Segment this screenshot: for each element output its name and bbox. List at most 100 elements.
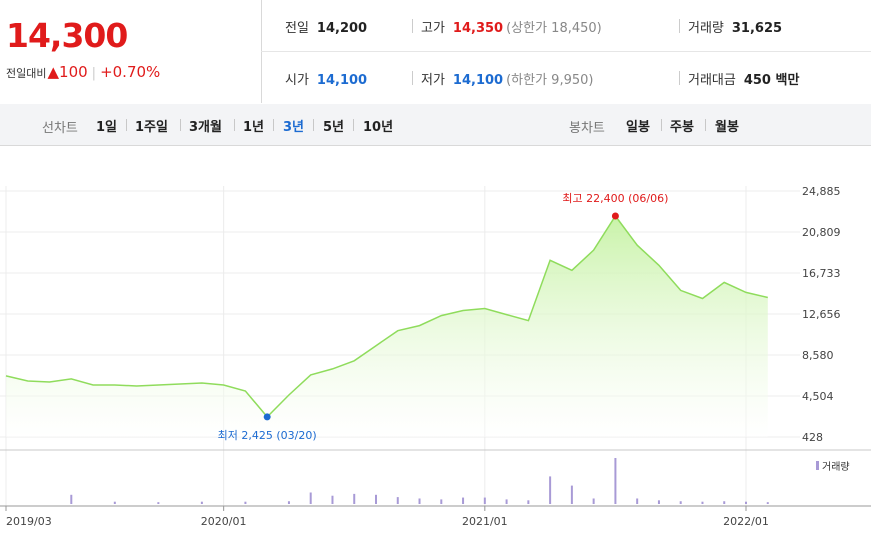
open-value: 14,100	[316, 73, 368, 88]
high-label: 고가	[421, 21, 445, 36]
divider	[679, 71, 680, 85]
volume-value: 31,625	[731, 21, 783, 36]
volume-bar	[505, 499, 508, 504]
x-tick-label: 2021/01	[462, 515, 508, 528]
change-label: 전일대비	[6, 67, 47, 80]
lower-limit: (하한가 9,950)	[506, 73, 594, 88]
candle-monthly[interactable]: 월봉	[715, 120, 739, 135]
volume-bars	[70, 458, 769, 504]
divider	[180, 119, 181, 131]
high-value: 14,350	[452, 21, 504, 36]
volume-bar	[113, 501, 116, 504]
period-10y[interactable]: 10년	[363, 120, 394, 135]
volume-bar	[745, 501, 747, 504]
amount-value: 450 백만	[743, 73, 800, 88]
volume-bar	[375, 494, 377, 504]
divider	[679, 19, 680, 33]
y-tick-label: 24,885	[802, 185, 841, 198]
x-tick-label: 2019/03	[6, 515, 52, 528]
trade-amount: 거래대금 450 백만	[688, 69, 799, 88]
divider	[273, 119, 274, 131]
max-annotation: 최고 22,400 (06/06)	[562, 192, 668, 205]
low-label: 저가	[421, 73, 445, 88]
volume-label: 거래량	[688, 21, 724, 36]
y-tick-label: 4,504	[802, 390, 834, 403]
volume-legend-icon	[816, 461, 819, 470]
upper-limit: (상한가 18,450)	[506, 21, 602, 36]
period-1y[interactable]: 1년	[243, 120, 265, 135]
prev-close-label: 전일	[285, 21, 309, 36]
divider	[412, 71, 413, 85]
x-tick-label: 2020/01	[201, 515, 247, 528]
line-chart-label: 선차트	[42, 121, 78, 136]
min-point-dot	[263, 413, 271, 421]
volume-bar	[701, 501, 704, 504]
y-tick-label: 12,656	[802, 308, 841, 321]
volume-bar	[200, 501, 203, 504]
period-5y[interactable]: 5년	[323, 120, 345, 135]
period-1w[interactable]: 1주일	[135, 120, 168, 135]
volume-bar	[592, 498, 595, 504]
change-separator: |	[91, 66, 97, 81]
low-price: 저가 14,100 (하한가 9,950)	[421, 69, 593, 88]
divider	[661, 119, 662, 131]
volume-bar	[440, 499, 443, 504]
high-price: 고가 14,350 (상한가 18,450)	[421, 17, 602, 36]
period-3m[interactable]: 3개월	[189, 120, 222, 135]
y-axis: 24,885 20,809 16,733 12,656 8,580 4,504 428	[802, 185, 841, 444]
volume-bar	[309, 492, 312, 504]
current-price: 14,300	[6, 16, 128, 55]
max-point-dot	[611, 212, 619, 220]
volume-legend-label: 거래량	[822, 461, 850, 473]
volume-bar	[679, 501, 682, 504]
amount-label: 거래대금	[688, 73, 736, 88]
divider	[412, 19, 413, 33]
volume-bar	[353, 493, 356, 504]
extreme-markers: 최고 22,400 (06/06) 최저 2,425 (03/20)	[218, 192, 669, 442]
volume-bar	[331, 495, 334, 504]
volume-bar	[636, 498, 639, 504]
prev-close: 전일 14,200	[285, 17, 367, 36]
volume-bar	[418, 498, 421, 504]
price-header: 14,300 전일대비▲100 | +0.70% 전일 14,200 고가 14,350…	[0, 0, 871, 105]
y-tick-label: 428	[802, 431, 823, 444]
prev-close-value: 14,200	[316, 21, 368, 36]
volume-bar	[766, 502, 769, 504]
y-tick-label: 20,809	[802, 226, 841, 239]
price-summary: 14,300 전일대비▲100 | +0.70%	[0, 0, 262, 103]
change-value: 100	[59, 63, 88, 81]
volume-bar	[462, 497, 465, 504]
divider	[126, 119, 127, 131]
y-tick-label: 16,733	[802, 267, 841, 280]
volume-bar	[723, 501, 726, 504]
volume-bar	[483, 497, 486, 504]
y-tick-label: 8,580	[802, 349, 834, 362]
volume-bar	[527, 500, 530, 504]
period-1d[interactable]: 1일	[96, 120, 118, 135]
volume-bar	[157, 502, 160, 504]
price-area	[6, 216, 768, 437]
price-line	[5, 214, 768, 419]
divider	[353, 119, 354, 131]
divider	[313, 119, 314, 131]
volume-bar	[244, 501, 247, 504]
volume-bar	[549, 476, 552, 504]
stats-row-divider	[261, 51, 871, 52]
open-label: 시가	[285, 73, 309, 88]
volume-bar	[70, 494, 73, 504]
candle-chart-label: 봉차트	[569, 121, 605, 136]
divider	[234, 119, 235, 131]
min-annotation: 최저 2,425 (03/20)	[218, 429, 317, 442]
volume-bar	[570, 485, 573, 504]
volume-stat: 거래량 31,625	[688, 17, 782, 36]
price-chart: 24,885 20,809 16,733 12,656 8,580 4,504 428 최고…	[0, 185, 871, 528]
low-value: 14,100	[452, 73, 504, 88]
volume-bar	[657, 500, 660, 504]
candle-daily[interactable]: 일봉	[626, 120, 650, 135]
up-arrow-icon: ▲	[47, 63, 60, 81]
period-3y[interactable]: 3년	[283, 120, 305, 135]
x-tick-label: 2022/01	[723, 515, 769, 528]
candle-weekly[interactable]: 주봉	[670, 120, 694, 135]
change-line: 전일대비▲100 | +0.70%	[6, 63, 160, 81]
x-axis: 2019/03 2020/01 2021/01 2022/01	[5, 506, 769, 528]
